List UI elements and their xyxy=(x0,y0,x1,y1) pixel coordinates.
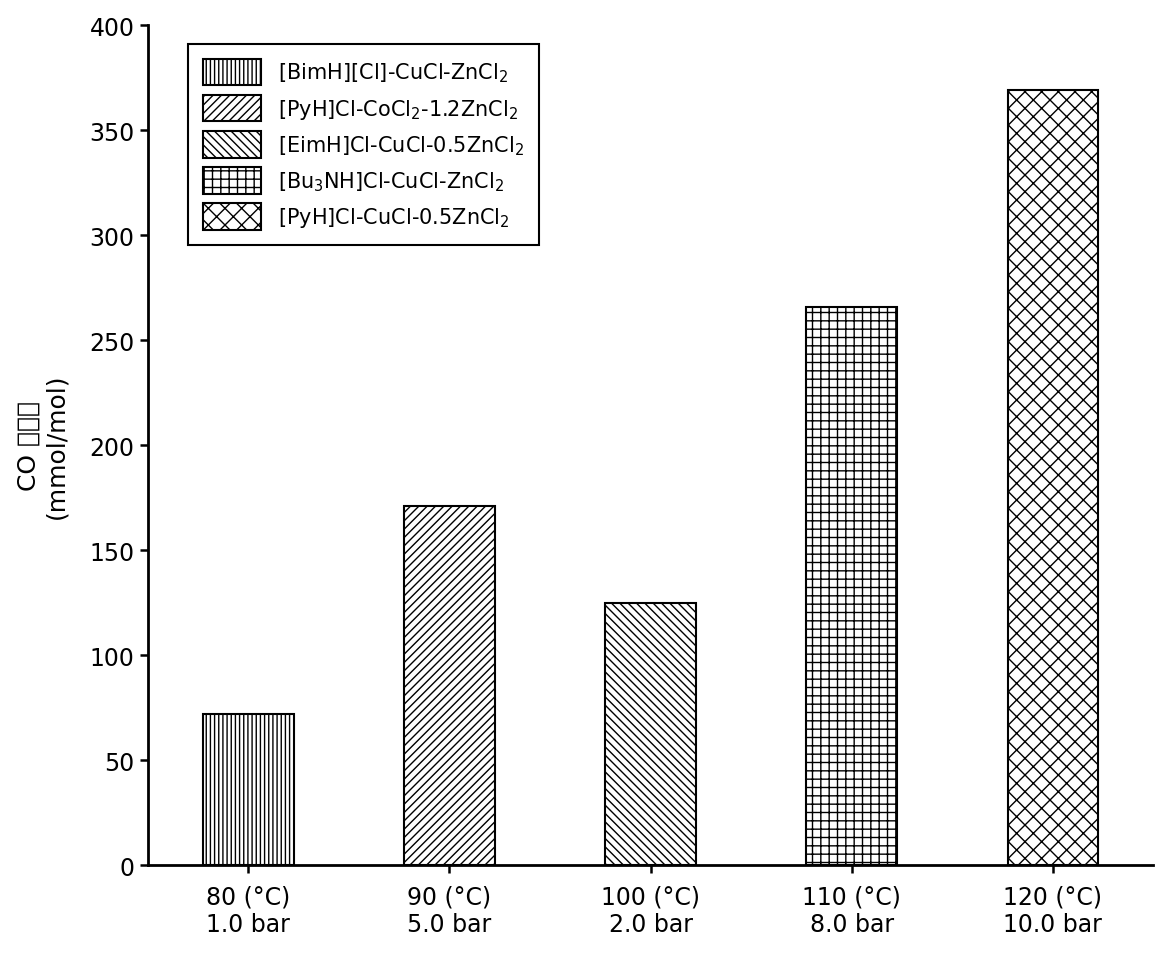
Bar xyxy=(605,603,696,865)
Legend: [BimH][Cl]-CuCl-ZnCl$_2$, [PyH]Cl-CoCl$_2$-1.2ZnCl$_2$, [EimH]Cl-CuCl-0.5ZnCl$_2: [BimH][Cl]-CuCl-ZnCl$_2$, [PyH]Cl-CoCl$_… xyxy=(188,45,538,245)
Bar xyxy=(806,307,897,865)
Bar xyxy=(404,506,495,865)
Bar xyxy=(204,714,294,865)
Y-axis label: CO 吸收量
(mmol/mol): CO 吸收量 (mmol/mol) xyxy=(16,373,69,518)
Bar xyxy=(1007,91,1097,865)
